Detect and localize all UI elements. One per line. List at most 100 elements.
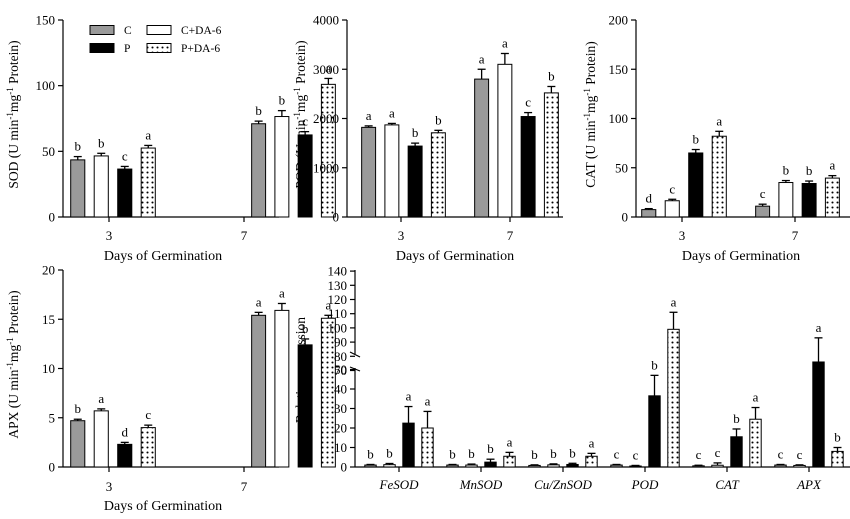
significance-letter: c <box>715 445 721 460</box>
x-tick-label: 3 <box>398 228 405 243</box>
y-tick-label: 1000 <box>313 160 339 175</box>
significance-letter: b <box>733 411 740 426</box>
bar <box>117 168 133 218</box>
y-axis-label-part: APX (U min <box>6 369 21 438</box>
legend-swatch <box>146 43 172 53</box>
y-axis-label-part: -1 <box>292 87 302 95</box>
bar <box>484 461 497 468</box>
significance-letter: b <box>367 446 374 461</box>
bar <box>503 455 516 468</box>
bar <box>474 78 490 218</box>
legend-label: P <box>124 43 130 55</box>
significance-letter: a <box>753 390 759 405</box>
significance-letter: b <box>487 441 494 456</box>
y-tick-label: 0 <box>333 210 340 225</box>
y-tick-label: 120 <box>328 292 348 307</box>
significance-letter: b <box>693 132 700 147</box>
significance-letter: b <box>435 112 442 127</box>
bar <box>421 427 434 468</box>
bar <box>543 92 559 218</box>
bar <box>692 465 705 468</box>
y-tick-label: 0 <box>49 210 56 225</box>
y-axis-label: APX (U min-1mg-1 Protein) <box>5 290 21 438</box>
bar <box>465 464 478 468</box>
axis-break-mark <box>349 351 361 358</box>
y-tick-label: 100 <box>609 111 629 126</box>
y-axis-label-part: SOD (U min <box>6 119 21 188</box>
x-axis-label: Days of Germination <box>104 249 222 264</box>
significance-letter: a <box>279 285 285 300</box>
significance-letter: a <box>829 158 835 173</box>
significance-letter: b <box>279 93 286 108</box>
significance-letter: b <box>255 103 262 118</box>
bar <box>774 464 787 468</box>
bar <box>648 395 661 468</box>
y-axis-label-part: -1 <box>582 88 592 96</box>
y-axis-label-part: mg <box>293 95 308 113</box>
x-tick-label: 7 <box>792 228 799 243</box>
y-tick-label: 30 <box>334 401 347 416</box>
significance-letter: c <box>122 148 128 163</box>
y-axis-label-part: Protein) <box>293 40 308 87</box>
y-axis-label-part: -1 <box>582 113 592 121</box>
y-tick-label: 0 <box>49 460 56 475</box>
bar <box>664 200 680 218</box>
bar <box>274 309 290 468</box>
y-tick-label: 200 <box>609 13 629 28</box>
bar <box>629 465 642 468</box>
significance-letter: b <box>569 445 576 460</box>
bar <box>812 361 825 468</box>
bar <box>755 205 771 218</box>
y-tick-label: 0 <box>622 210 629 225</box>
significance-letter: b <box>834 430 841 445</box>
significance-letter: d <box>122 424 129 439</box>
bar <box>446 464 459 468</box>
y-tick-label: 50 <box>42 144 55 159</box>
y-tick-label: 0 <box>341 460 348 475</box>
x-tick-label: 7 <box>507 228 514 243</box>
y-axis-label-part: Protein) <box>583 41 598 88</box>
bar <box>801 183 817 218</box>
significance-letter: d <box>646 191 653 206</box>
significance-letter: b <box>548 68 555 83</box>
y-tick-label: 50 <box>615 160 628 175</box>
legend-swatch <box>146 25 172 35</box>
bar <box>430 132 446 218</box>
significance-letter: a <box>507 434 513 449</box>
y-tick-label: 5 <box>49 410 56 425</box>
significance-letter: b <box>98 135 105 150</box>
y-axis-label-part: POD (U min <box>293 119 308 188</box>
bar <box>274 116 290 218</box>
bar <box>641 209 657 218</box>
y-tick-label: 3000 <box>313 62 339 77</box>
y-axis-label: POD (U min-1mg-1 Protein) <box>292 40 308 188</box>
bar <box>251 123 267 218</box>
significance-letter: b <box>468 446 475 461</box>
bar <box>547 464 560 468</box>
x-tick-label: 7 <box>241 228 248 243</box>
bar <box>93 155 109 218</box>
significance-letter: b <box>550 446 557 461</box>
x-axis-label: Days of Germination <box>682 249 800 264</box>
bar <box>140 147 156 218</box>
significance-letter: a <box>716 113 722 128</box>
significance-letter: a <box>325 297 331 312</box>
x-tick-label: 3 <box>106 228 113 243</box>
bar <box>140 427 156 468</box>
gene-label: APX <box>796 477 822 492</box>
bar <box>320 83 336 218</box>
bar <box>70 159 86 218</box>
significance-letter: a <box>325 60 331 75</box>
y-tick-label: 40 <box>334 382 347 397</box>
y-axis-label: Relative expression <box>293 317 308 423</box>
legend-label: C <box>124 25 132 37</box>
y-axis-label: CAT (U min-1mg-1 Protein) <box>582 41 598 187</box>
significance-letter: c <box>778 446 784 461</box>
bar <box>824 177 840 218</box>
y-axis-label-part: -1 <box>5 337 15 345</box>
legend-label: P+DA-6 <box>181 43 220 55</box>
y-axis-label-part: mg <box>6 95 21 113</box>
gene-label: FeSOD <box>379 477 420 492</box>
significance-letter: b <box>531 447 538 462</box>
